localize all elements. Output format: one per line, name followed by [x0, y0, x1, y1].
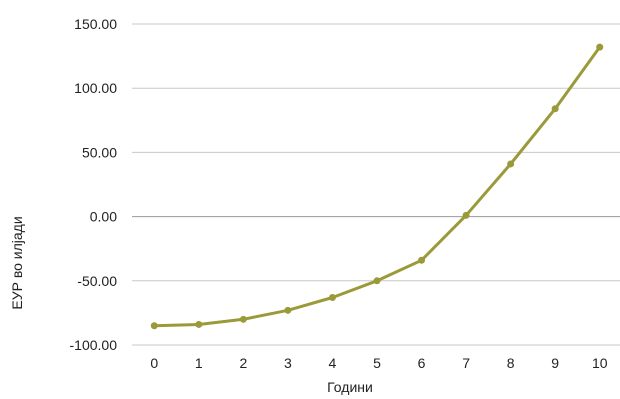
y-tick-label: 50.00 — [82, 144, 117, 160]
data-point — [195, 320, 203, 328]
x-tick-label: 4 — [329, 355, 337, 371]
x-tick-label: 6 — [418, 355, 426, 371]
x-tick-label: 10 — [592, 355, 608, 371]
x-tick-label: 3 — [284, 355, 292, 371]
gridlines — [132, 23, 620, 346]
y-axis-title: ЕУР во илјади — [9, 216, 25, 309]
y-tick-labels: -100.00 -50.00 0.00 50.00 100.00 150.00 — [70, 16, 118, 353]
x-tick-label: 5 — [373, 355, 381, 371]
y-tick-label: -50.00 — [77, 273, 117, 289]
x-tick-label: 0 — [150, 355, 158, 371]
x-tick-label: 7 — [462, 355, 470, 371]
data-point — [551, 105, 559, 113]
data-point — [239, 315, 247, 323]
data-point — [507, 160, 515, 168]
y-tick-label: 100.00 — [74, 80, 117, 96]
y-tick-label: 0.00 — [90, 209, 117, 225]
data-point — [328, 293, 336, 301]
x-tick-labels: 0 1 2 3 4 5 6 7 8 9 10 — [150, 355, 607, 371]
x-tick-label: 1 — [195, 355, 203, 371]
data-point — [284, 306, 292, 314]
data-point — [462, 211, 470, 219]
data-point — [373, 277, 381, 285]
x-axis-title: Години — [327, 379, 373, 395]
data-point — [596, 43, 604, 51]
x-tick-label: 9 — [551, 355, 559, 371]
y-tick-label: 150.00 — [74, 16, 117, 32]
data-point — [418, 256, 426, 264]
y-tick-label: -100.00 — [70, 337, 118, 353]
x-tick-label: 2 — [239, 355, 247, 371]
series-line-group — [150, 43, 604, 330]
data-point — [150, 322, 158, 330]
x-tick-label: 8 — [507, 355, 515, 371]
